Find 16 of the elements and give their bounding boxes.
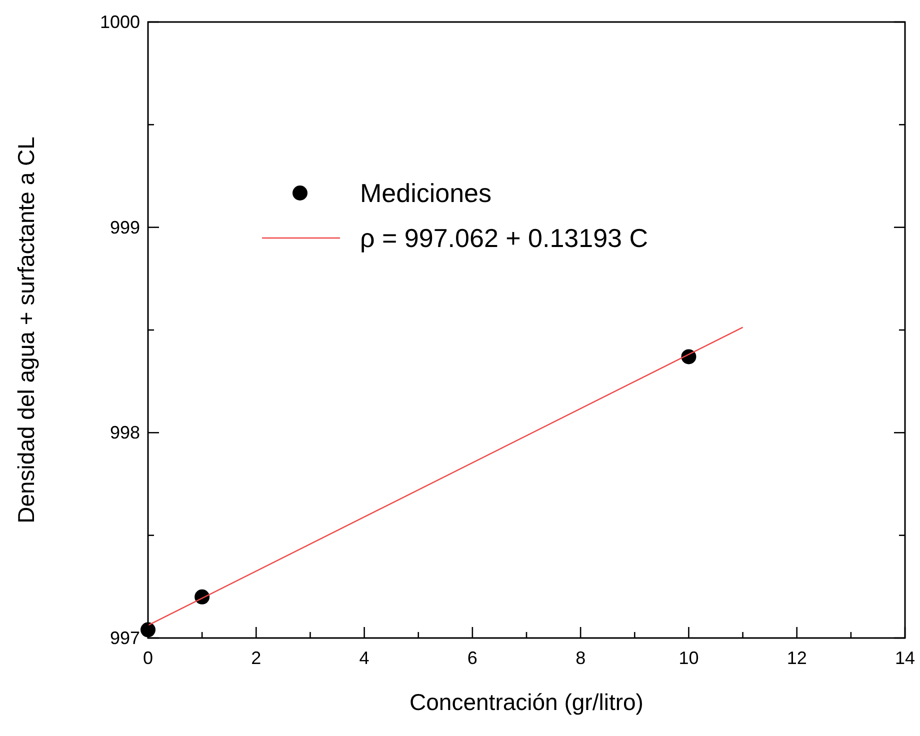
y-tick-label: 999 <box>110 217 140 238</box>
x-tick-label: 12 <box>786 648 807 668</box>
x-tick-label: 6 <box>467 648 478 668</box>
x-tick-label: 14 <box>894 648 916 668</box>
y-axis-title: Densidad del agua + surfactante a CL <box>13 136 39 524</box>
x-tick-label: 8 <box>576 648 586 668</box>
y-tick-label: 1000 <box>100 12 140 32</box>
legend-label: ρ = 997.062 + 0.13193 C <box>360 223 648 253</box>
x-tick-label: 10 <box>678 648 699 668</box>
x-tick-label: 2 <box>251 648 262 668</box>
x-tick-label: 0 <box>142 648 154 668</box>
y-tick-label: 997 <box>110 628 140 648</box>
x-tick-label: 4 <box>359 648 370 668</box>
y-tick-label: 998 <box>110 422 140 443</box>
x-axis-title: Concentración (gr/litro) <box>410 689 644 715</box>
legend-label: Mediciones <box>360 178 492 208</box>
